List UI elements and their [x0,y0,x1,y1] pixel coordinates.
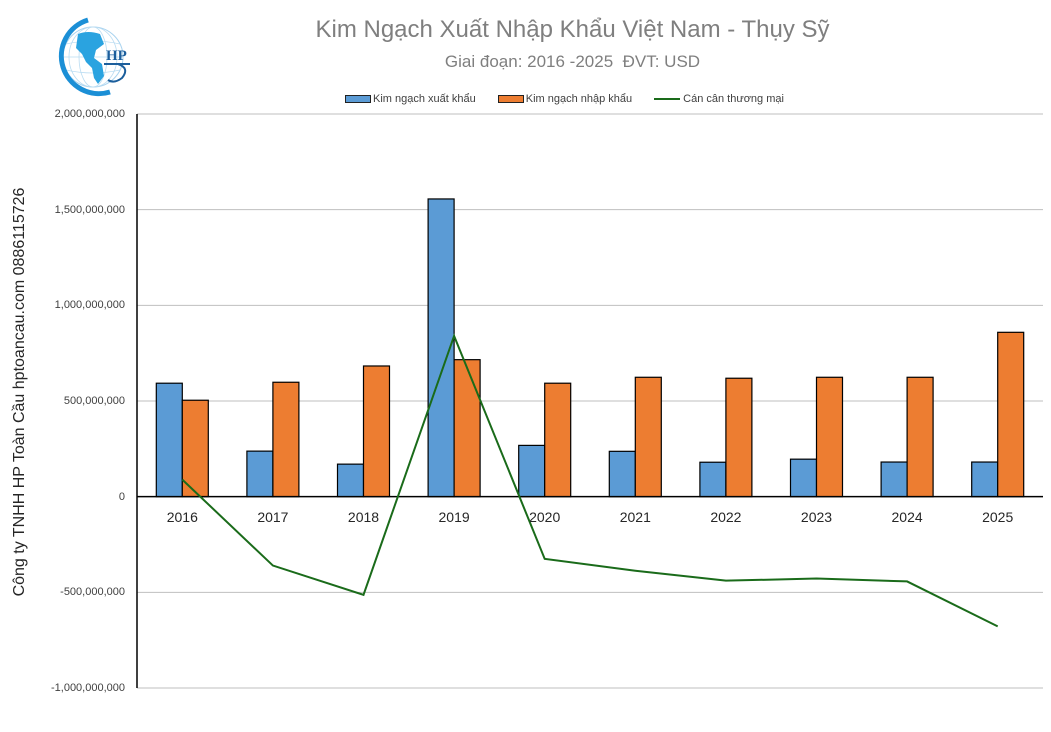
x-tick-label: 2017 [257,509,289,525]
export-bar [699,461,727,498]
legend-item-balance: Cán cân thương mại [654,93,784,105]
chart-legend: Kim ngạch xuất khẩu Kim ngạch nhập khẩu … [345,91,806,107]
balance-line-icon [654,98,681,100]
import-bar [725,377,753,498]
import-swatch-icon [497,95,524,103]
company-logo: HP [48,12,134,98]
x-tick-label: 2019 [438,509,470,525]
export-bar [608,450,636,498]
export-bar [155,382,183,498]
export-bar [880,461,908,498]
y-tick-label: 1,000,000,000 [54,299,125,312]
import-bar [272,381,300,498]
y-tick-label: -1,000,000,000 [50,682,125,694]
trade-balance-line [181,333,999,628]
export-bar [246,450,274,498]
import-bar [544,382,572,498]
x-tick-label: 2024 [891,509,923,525]
globe-logo-icon: HP [58,17,130,97]
legend-item-export: Kim ngạch xuất khẩu [345,93,476,105]
export-bar [789,458,818,498]
legend-label-balance: Cán cân thương mại [683,93,784,105]
import-bar [815,376,844,498]
svg-text:HP: HP [106,48,127,64]
legend-item-import: Kim ngạch nhập khẩu [497,93,633,105]
y-tick-label: 1,500,000,000 [54,203,125,216]
export-bar [336,463,365,498]
legend-label-export: Kim ngạch xuất khẩu [373,93,476,105]
x-tick-label: 2022 [710,509,742,525]
export-swatch-icon [345,95,371,103]
legend-label-import: Kim ngạch nhập khẩu [525,93,633,105]
y-tick-label: 500,000,000 [63,395,125,407]
import-bar [997,331,1025,498]
export-bar [518,444,546,498]
import-bar [634,376,662,498]
y-tick-label: 0 [118,490,125,503]
import-bar [181,399,209,498]
import-bar [453,359,481,498]
x-tick-label: 2016 [166,509,198,525]
export-bar [971,461,999,498]
chart-subtitle: Giai đoạn: 2016 -2025 ĐVT: USD [444,52,701,71]
import-bar [362,365,391,498]
x-tick-label: 2021 [619,509,651,525]
x-tick-label: 2020 [529,509,561,525]
y-tick-label: -500,000,000 [60,586,125,599]
x-tick-label: 2018 [347,509,380,525]
chart-title: Kim Ngạch Xuất Nhập Khẩu Việt Nam - Thụy… [315,16,830,43]
y-tick-label: 2,000,000,000 [54,108,125,120]
import-bar [906,376,934,498]
x-tick-label: 2023 [800,509,833,525]
x-tick-label: 2025 [982,509,1014,525]
